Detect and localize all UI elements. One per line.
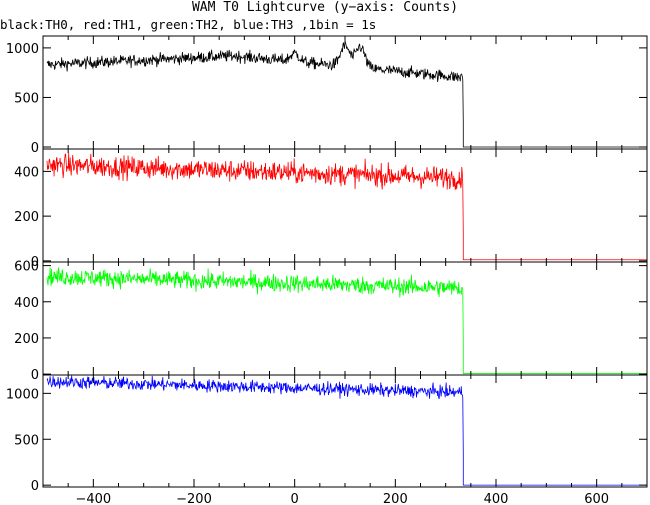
y-tick-label: 0 [31,141,39,156]
series-line-th0 [46,39,647,148]
y-tick-label: 400 [14,296,39,311]
y-tick-label: 200 [14,332,39,347]
panel-frame-1 [42,35,648,150]
y-tick-label: 600 [14,260,39,275]
y-tick-label: 500 [14,91,39,106]
y-tick-label: 200 [14,210,39,225]
x-tick-label: 200 [383,492,408,505]
y-tick-label: 1000 [6,387,39,402]
y-tick-label: 1000 [6,42,39,57]
series-line-th3 [46,375,647,486]
chart-title: WAM T0 Lightcurve (y−axis: Counts) [191,0,459,15]
x-tick-label: 0 [291,492,299,505]
series-line-th1 [46,152,647,261]
y-tick-label: 500 [14,433,39,448]
chart-subtitle: black:TH0, red:TH1, green:TH2, blue:TH3 … [0,17,377,32]
x-tick-label: −400 [75,492,111,505]
y-tick-label: 400 [14,165,39,180]
x-tick-label: 600 [584,492,609,505]
y-tick-label: 0 [31,479,39,494]
x-tick-label: −200 [176,492,212,505]
y-tick-label: 0 [31,368,39,383]
series-line-th2 [46,267,647,374]
x-tick-label: 400 [484,492,509,505]
y-tick-label: 0 [31,255,39,270]
